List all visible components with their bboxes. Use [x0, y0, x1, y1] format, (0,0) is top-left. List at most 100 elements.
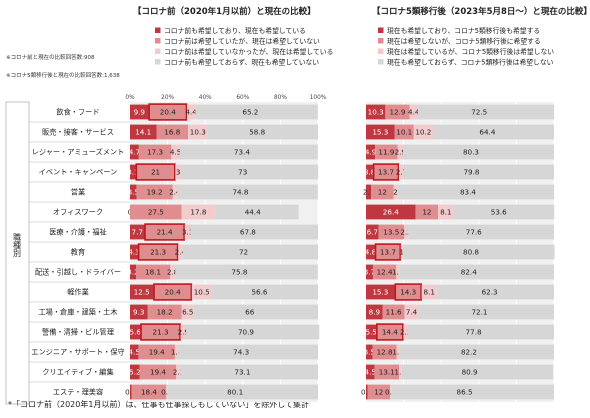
bar-0-0-1 [148, 104, 187, 120]
axis-group-label: 職種別 [13, 233, 22, 258]
bar-1-7-1 [375, 244, 401, 260]
left-chart-title: 【コロナ前（2020年1月以前）と現在の比較】 [133, 6, 316, 17]
legend-label-0-3: コロナ前も希望しておらず、現在も希望していない [164, 58, 319, 67]
bar-0-14-3 [167, 384, 318, 400]
data-label-1-11-2: 2.3 [400, 328, 411, 337]
category-label-13: クリエイティブ・編集 [42, 368, 113, 377]
data-label-0-2-2: 4.5 [170, 148, 181, 157]
category-label-10: 工場・倉庫・建築・土木 [38, 308, 117, 317]
bar-0-7-0 [130, 244, 139, 260]
highlight-box-1-11 [376, 323, 404, 341]
bar-0-12-2 [174, 344, 179, 360]
bar-1-14-3 [391, 384, 554, 400]
bar-0-14-1 [131, 384, 167, 400]
data-label-1-9-0: 15.3 [372, 288, 388, 297]
bar-1-14-1 [367, 384, 391, 400]
legend-label-1-3: 現在も希望しておらず、コロナ5類移行後は希望しない [387, 58, 554, 67]
bar-0-0-0 [130, 104, 149, 120]
bar-1-1-1 [394, 124, 414, 140]
bar-1-3-0 [366, 164, 374, 180]
data-label-1-7-2: 1 [399, 248, 404, 257]
legend-swatch-0-2 [155, 48, 161, 54]
data-label-0-4-1: 19.2 [147, 188, 163, 197]
data-label-0-9-1: 20.4 [165, 288, 181, 297]
bar-1-13-0 [366, 364, 375, 380]
data-label-1-4-3: 83.4 [460, 188, 476, 197]
data-label-1-0-3: 72.5 [471, 108, 487, 117]
legend-label-1-1: 現在は希望しないが、コロナ5類移行後に希望する [387, 37, 541, 46]
data-label-1-12-3: 82.2 [461, 348, 477, 357]
data-label-1-14-2: 0.7 [385, 388, 396, 397]
category-label-6: 医療・介護・福祉 [49, 228, 107, 237]
legend-label-1-0: 現在も希望しており、コロナ5類移行後も希望する [387, 26, 540, 35]
data-label-0-7-1: 21.3 [150, 248, 166, 257]
legend-label-0-2: コロナ前は希望していなかったが、現在は希望している [164, 47, 333, 56]
bar-0-0-3 [195, 104, 318, 120]
data-label-1-0-0: 10.3 [368, 108, 384, 117]
left-note-2: ※コロナ5類移行後と現在の比較回答数:1,638 [6, 71, 120, 79]
data-label-0-0-0: 9.9 [134, 108, 146, 117]
bar-0-7-2 [178, 244, 183, 260]
bar-1-8-3 [399, 264, 554, 280]
highlight-box-0-6 [144, 223, 186, 241]
data-label-0-4-3: 74.8 [232, 188, 248, 197]
category-label-2: レジャー・アミューズメント [32, 148, 125, 157]
bar-0-1-1 [156, 124, 189, 140]
data-label-1-5-1: 12 [422, 208, 431, 217]
data-label-1-7-0: 4.8 [365, 248, 377, 257]
bar-1-1-0 [366, 124, 395, 140]
data-label-1-9-3: 62.3 [482, 288, 498, 297]
category-label-1: 販売・接客・サービス [42, 128, 114, 137]
legend-swatch-1-3 [378, 59, 384, 65]
bar-1-5-3 [453, 204, 555, 220]
bar-0-6-1 [144, 224, 185, 240]
bar-1-13-1 [374, 364, 400, 380]
data-label-0-6-2: 3.1 [182, 228, 193, 237]
data-label-0-11-0: 5.6 [130, 328, 142, 337]
tick-label-0-3: 60% [236, 95, 249, 101]
bar-0-7-1 [138, 244, 179, 260]
plot-layer: 職種別 コロナ前も希望しており、現在も希望しているコロナ前は希望していたが、現在は… [5, 26, 555, 405]
bar-1-8-0 [366, 264, 373, 280]
data-label-1-13-2: 1.1 [394, 368, 405, 377]
data-label-1-10-0: 8.9 [369, 308, 381, 317]
data-label-1-3-1: 13.7 [378, 168, 394, 177]
category-label-14: エステ・理美容 [53, 388, 103, 397]
bar-1-0-0 [366, 104, 386, 120]
bar-1-14-2 [390, 384, 392, 400]
bar-0-13-2 [176, 364, 181, 380]
data-label-0-14-0: 0.9 [125, 388, 137, 397]
data-label-0-5-1: 27.5 [148, 208, 164, 217]
bar-1-9-1 [394, 284, 422, 300]
bar-1-7-0 [366, 244, 376, 260]
bar-0-8-2 [170, 264, 176, 280]
data-label-1-6-3: 77.6 [466, 228, 482, 237]
bar-0-8-3 [175, 264, 318, 280]
bar-0-10-3 [193, 304, 318, 320]
bar-1-12-3 [399, 344, 554, 360]
bar-1-3-2 [398, 164, 404, 180]
tick-label-0-5: 100% [310, 95, 327, 101]
bar-0-13-1 [139, 364, 177, 380]
data-label-1-6-0: 6.7 [367, 228, 378, 237]
data-label-0-0-3: 65.2 [242, 108, 258, 117]
bar-0-4-0 [130, 184, 137, 200]
bar-0-9-0 [130, 284, 154, 300]
data-label-0-1-3: 58.8 [249, 128, 265, 137]
bar-0-3-2 [175, 164, 181, 180]
data-label-0-10-1: 18.2 [157, 308, 173, 317]
bar-0-12-3 [178, 344, 318, 360]
data-label-0-12-0: 4.5 [129, 348, 140, 357]
bar-1-4-3 [397, 184, 555, 200]
highlight-box-1-9 [394, 283, 422, 301]
bar-1-6-1 [378, 224, 404, 240]
data-label-0-14-3: 80.1 [227, 388, 243, 397]
bar-1-6-0 [366, 224, 379, 240]
bar-0-6-0 [130, 224, 145, 240]
bar-1-2-1 [375, 144, 398, 160]
data-label-1-1-1: 10.1 [396, 128, 412, 137]
bar-1-2-2 [397, 144, 404, 160]
legend-swatch-1-1 [378, 38, 384, 44]
data-label-1-3-0: 3.8 [364, 168, 376, 177]
